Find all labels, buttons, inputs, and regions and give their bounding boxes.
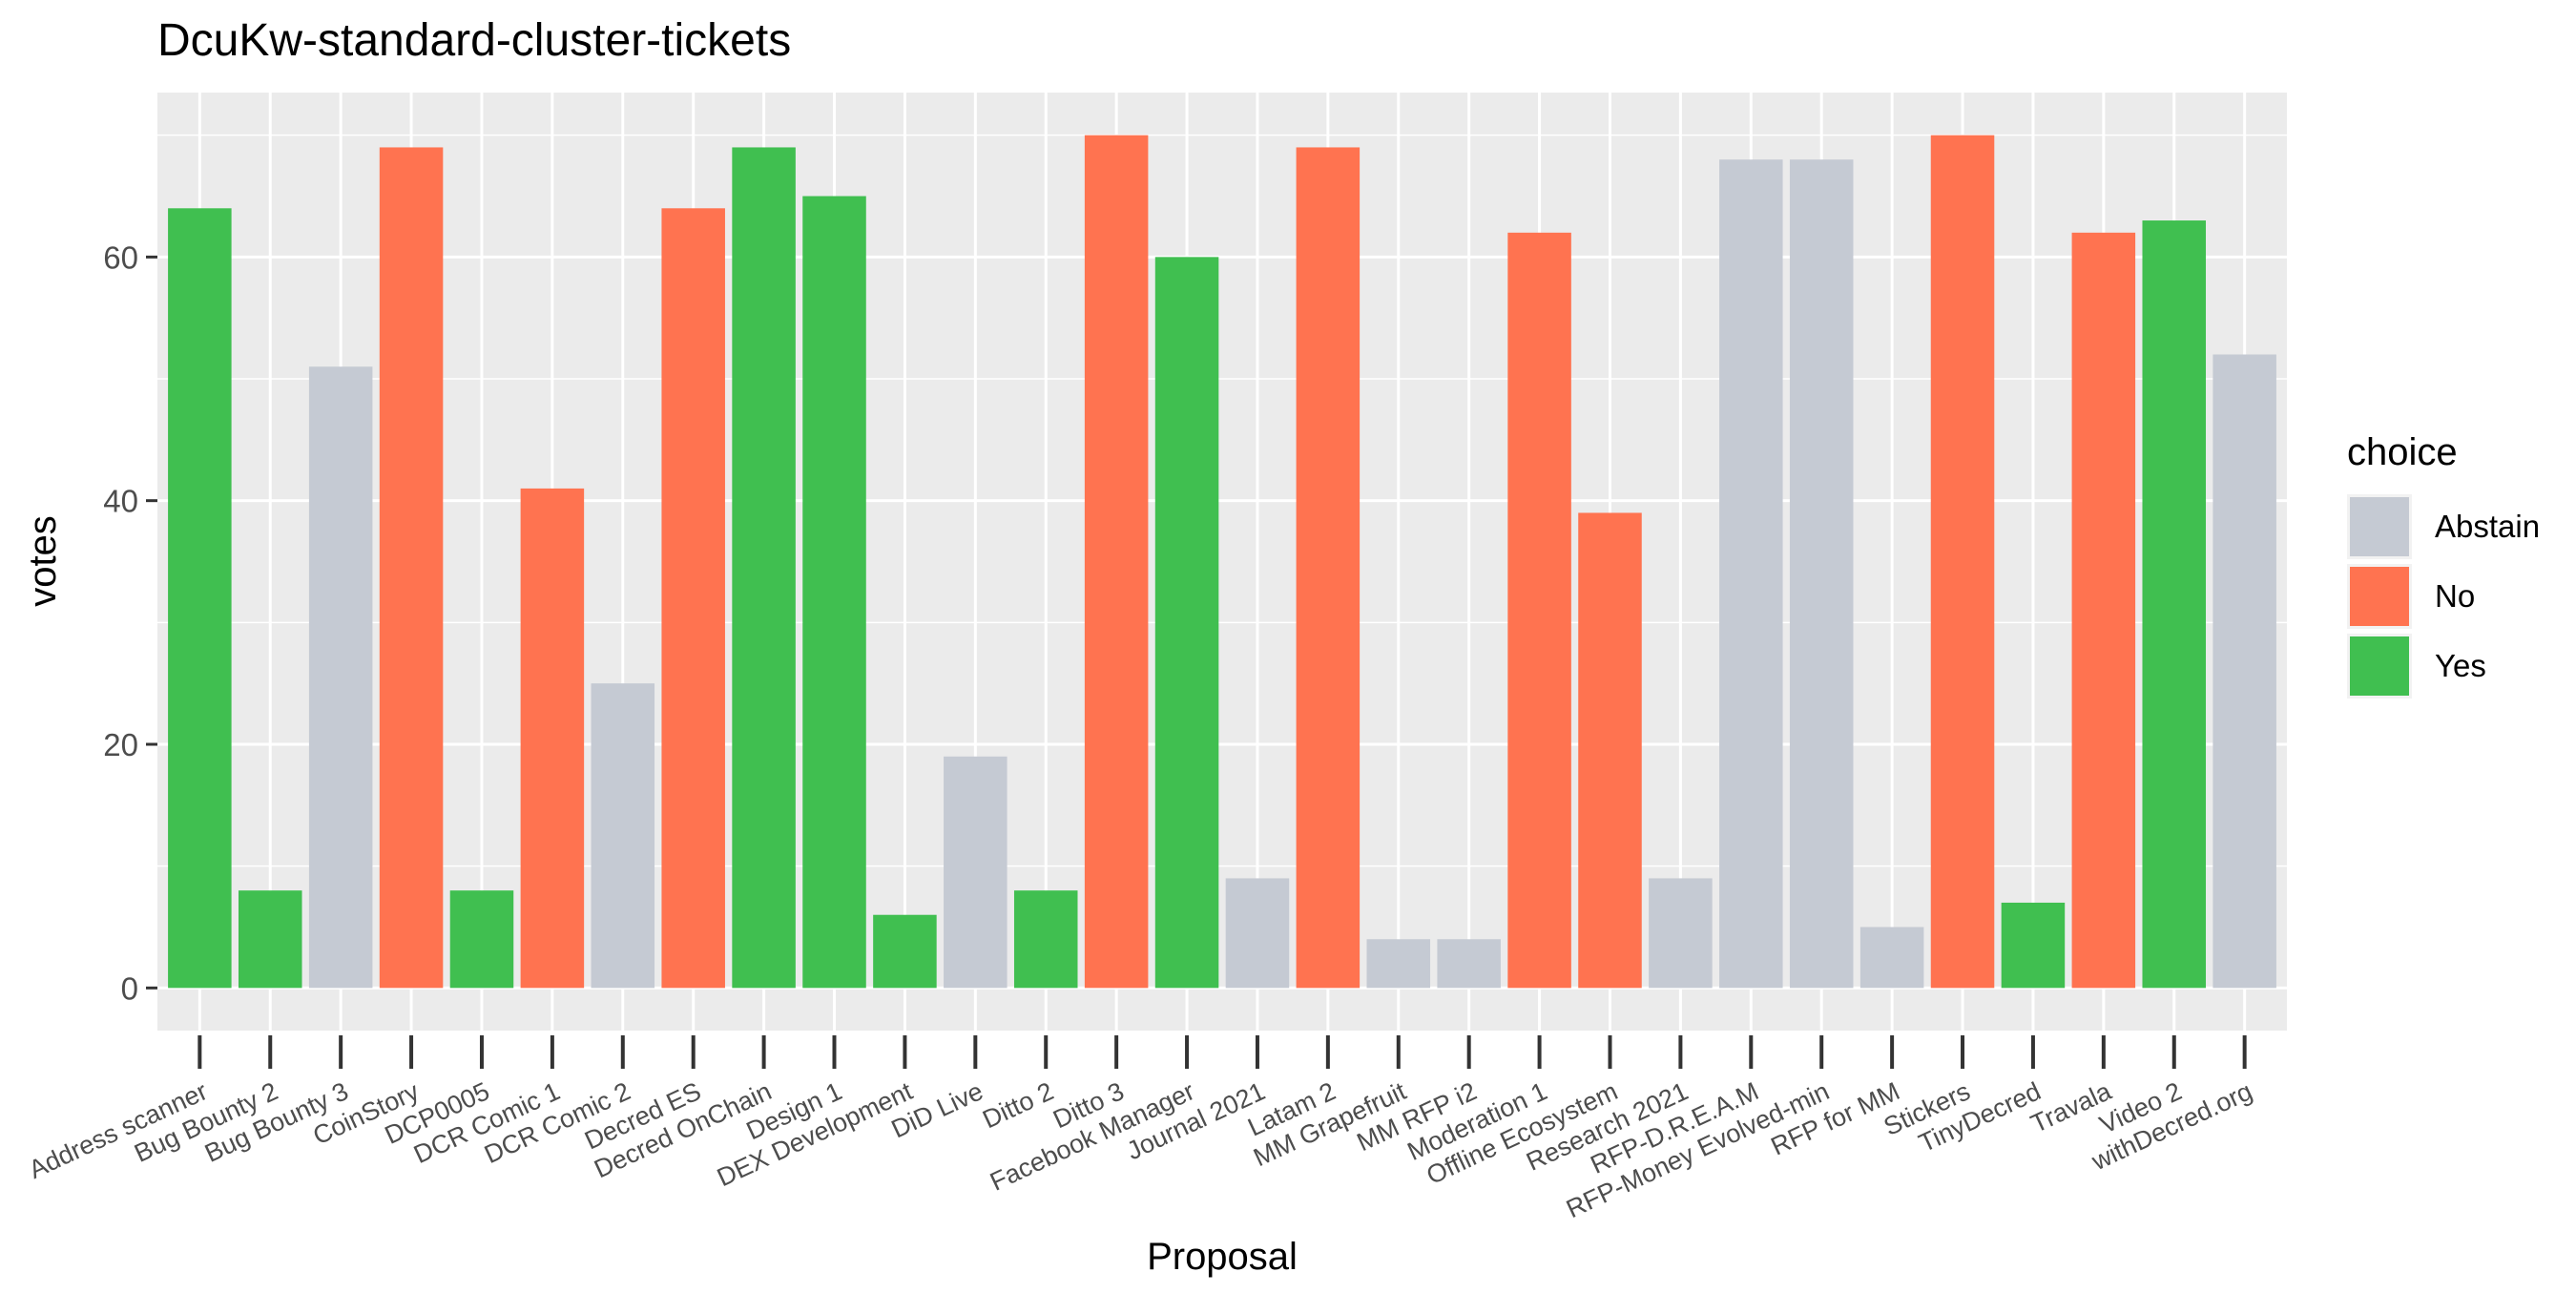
bar-9: [732, 147, 796, 989]
bar-21: [1578, 512, 1642, 989]
y-tick-label: 0: [121, 970, 138, 1006]
bar-22: [1649, 878, 1713, 989]
bar-1: [168, 208, 232, 989]
bar-14: [1084, 135, 1149, 989]
legend-swatch: [2350, 636, 2409, 696]
bar-13: [1013, 890, 1078, 989]
legend-swatch: [2350, 567, 2409, 626]
bar-3: [308, 366, 373, 989]
y-tick-label: 20: [103, 727, 138, 762]
bar-8: [661, 208, 725, 989]
bar-6: [520, 488, 585, 989]
y-tick-label: 40: [103, 484, 138, 519]
y-tick-label: 60: [103, 240, 138, 275]
bar-26: [1930, 135, 1995, 989]
legend-label: Yes: [2435, 648, 2486, 683]
bar-24: [1789, 159, 1854, 989]
bar-4: [379, 147, 444, 989]
bar-20: [1507, 232, 1571, 989]
bar-19: [1437, 939, 1501, 989]
y-axis: 0 20 40 60: [103, 240, 157, 1006]
bar-5: [449, 890, 514, 989]
bar-23: [1719, 159, 1783, 989]
bar-12: [944, 756, 1008, 989]
legend-label: No: [2435, 578, 2475, 614]
bar-17: [1296, 147, 1361, 989]
x-axis-title: Proposal: [1147, 1236, 1298, 1278]
bar-25: [1859, 927, 1924, 989]
bar-18: [1366, 939, 1431, 989]
bar-15: [1154, 257, 1219, 989]
legend-title: choice: [2347, 431, 2458, 473]
bar-28: [2071, 232, 2136, 989]
bar-11: [873, 914, 937, 989]
bar-2: [238, 890, 302, 989]
bar-16: [1225, 878, 1290, 989]
bar-29: [2142, 220, 2207, 989]
chart-title: DcuKw-standard-cluster-tickets: [157, 15, 791, 66]
legend: choice Abstain No Yes: [2347, 431, 2540, 699]
bars: [168, 135, 2276, 989]
bar-7: [591, 683, 655, 989]
legend-swatch: [2350, 497, 2409, 556]
legend-items: Abstain No Yes: [2347, 494, 2540, 699]
bar-27: [2001, 902, 2066, 989]
legend-label: Abstain: [2435, 509, 2540, 544]
bar-30: [2212, 354, 2276, 989]
bar-10: [802, 196, 866, 989]
x-tick-label: Ditto 2: [978, 1076, 1057, 1134]
y-axis-title: votes: [22, 515, 64, 607]
